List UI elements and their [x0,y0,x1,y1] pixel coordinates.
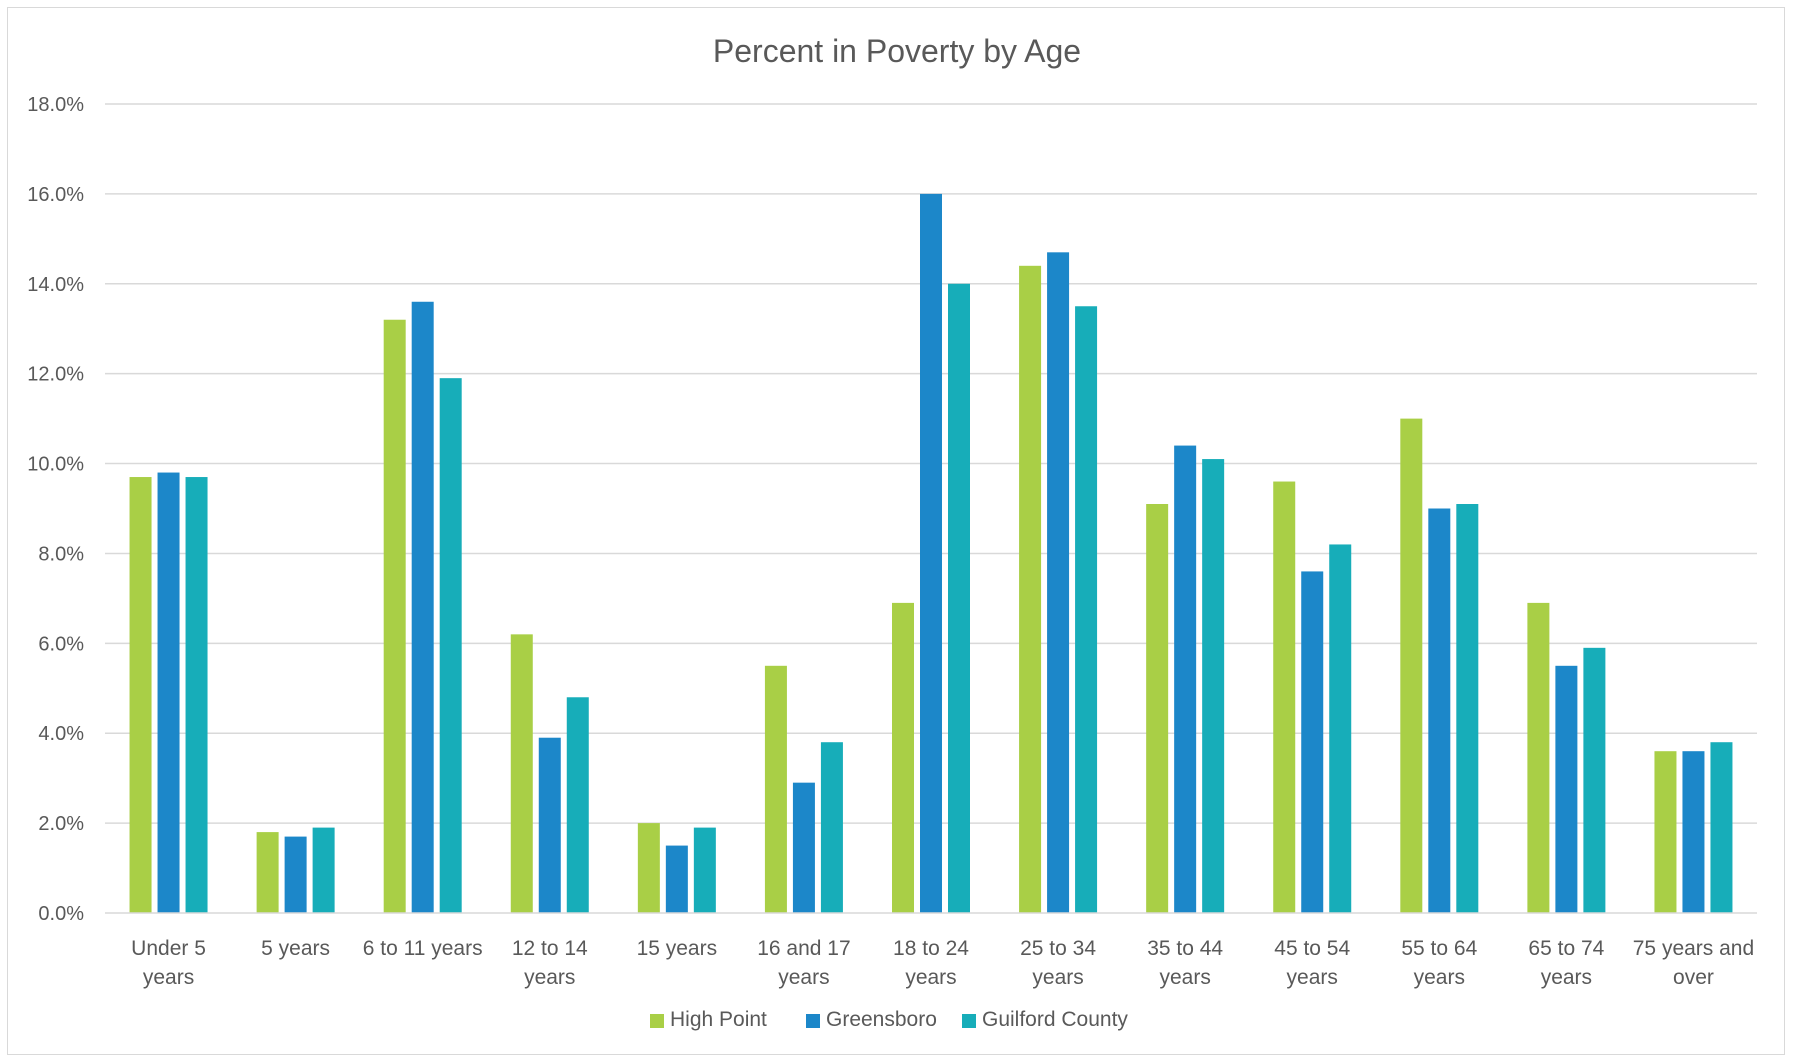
x-axis-categories: Under 5 years 5 years 6 to 11 years 12 to 14… [131,937,1754,989]
x-category-line: 75 years and [1633,937,1754,960]
y-axis-ticks: 0.0% 2.0% 4.0% 6.0% 8.0% 10.0% 12.0% 14.0% 16.0%… [27,94,84,925]
x-category-label: 65 to 74 years [1528,937,1604,989]
bar-greensboro [1301,571,1324,913]
bar-guilford-county [1075,306,1098,913]
bars [129,193,1733,914]
bar-high-point [1400,418,1423,913]
bar-greensboro [1428,508,1451,913]
x-category-line: years [778,966,829,989]
bar-guilford-county [1583,647,1606,913]
chart-title: Percent in Poverty by Age [713,33,1081,69]
x-category-label: 45 to 54 years [1274,937,1350,989]
x-category-label: 35 to 44 years [1147,937,1223,989]
bar-guilford-county [1710,742,1733,913]
bar-guilford-county [566,697,589,913]
bar-guilford-county [439,378,462,913]
x-category-line: 45 to 54 [1274,937,1350,960]
x-category-line: 25 to 34 [1020,937,1096,960]
bar-high-point [510,634,533,913]
y-tick-label: 14.0% [27,274,84,296]
y-tick-label: 2.0% [38,813,84,835]
bar-greensboro [284,836,307,913]
x-category-line: 16 and 17 [757,937,850,960]
bar-greensboro [1174,445,1197,913]
bar-high-point [1019,265,1042,913]
bar-guilford-county [185,477,208,913]
bar-guilford-county [312,827,335,913]
x-category-line: years [905,966,956,989]
y-tick-label: 12.0% [27,364,84,386]
x-category-label: 15 years [637,937,718,960]
x-category-label: 75 years and over [1633,937,1754,989]
bar-high-point [1146,504,1169,913]
x-category-line: years [1414,966,1465,989]
x-category-label: 6 to 11 years [363,937,483,960]
bar-greensboro [1555,665,1578,913]
bar-guilford-county [1329,544,1352,913]
x-category-label: 18 to 24 years [893,937,969,989]
legend-swatch [806,1014,820,1028]
x-category-line: Under 5 [131,937,206,960]
bar-greensboro [920,193,942,913]
y-tick-label: 10.0% [27,454,84,476]
x-category-line: years [143,966,194,989]
x-category-line: years [1541,966,1592,989]
y-tick-label: 4.0% [38,723,84,745]
legend-swatch [962,1014,976,1028]
bar-greensboro [157,472,180,913]
bar-high-point [637,823,660,913]
bar-greensboro [1047,252,1070,914]
legend-swatch [650,1014,664,1028]
legend-label: High Point [670,1008,767,1031]
bar-greensboro [538,737,561,913]
x-category-line: years [524,966,575,989]
x-category-line: years [1159,966,1210,989]
x-category-line: 55 to 64 [1401,937,1477,960]
legend-label: Guilford County [982,1008,1128,1031]
bar-greensboro [665,845,688,913]
bar-greensboro [792,782,815,913]
x-category-line: 65 to 74 [1528,937,1604,960]
bar-high-point [129,477,152,913]
y-tick-label: 18.0% [27,94,84,116]
bar-guilford-county [948,283,970,913]
legend-label: Greensboro [826,1008,937,1031]
bar-high-point [383,319,406,913]
bar-high-point [256,832,279,913]
x-category-line: years [1287,966,1338,989]
x-category-line: 35 to 44 [1147,937,1223,960]
bar-high-point [892,602,914,913]
bar-high-point [1273,481,1296,913]
x-category-line: 12 to 14 [512,937,588,960]
bar-guilford-county [693,827,716,913]
x-category-line: 6 to 11 years [363,937,483,960]
bar-high-point [1654,751,1677,913]
y-tick-label: 8.0% [38,543,84,565]
legend: High Point Greensboro Guilford County [650,1008,1128,1031]
x-category-label: Under 5 years [131,937,206,989]
x-category-label: 55 to 64 years [1401,937,1477,989]
bar-high-point [1527,602,1550,913]
bar-guilford-county [1202,459,1225,913]
x-category-label: 16 and 17 years [757,937,850,989]
x-category-line: 5 years [261,937,330,960]
bar-high-point [764,665,787,913]
bar-greensboro [411,301,434,913]
y-tick-label: 16.0% [27,184,84,206]
y-tick-label: 6.0% [38,633,84,655]
x-category-line: years [1032,966,1083,989]
x-category-line: over [1673,966,1714,989]
y-tick-label: 0.0% [38,903,84,925]
bar-guilford-county [1456,504,1479,913]
x-category-label: 25 to 34 years [1020,937,1096,989]
x-category-line: 15 years [637,937,718,960]
x-category-label: 12 to 14 years [512,937,588,989]
bar-greensboro [1682,751,1705,913]
x-category-line: 18 to 24 [893,937,969,960]
x-category-label: 5 years [261,937,330,960]
bar-guilford-county [820,742,843,913]
